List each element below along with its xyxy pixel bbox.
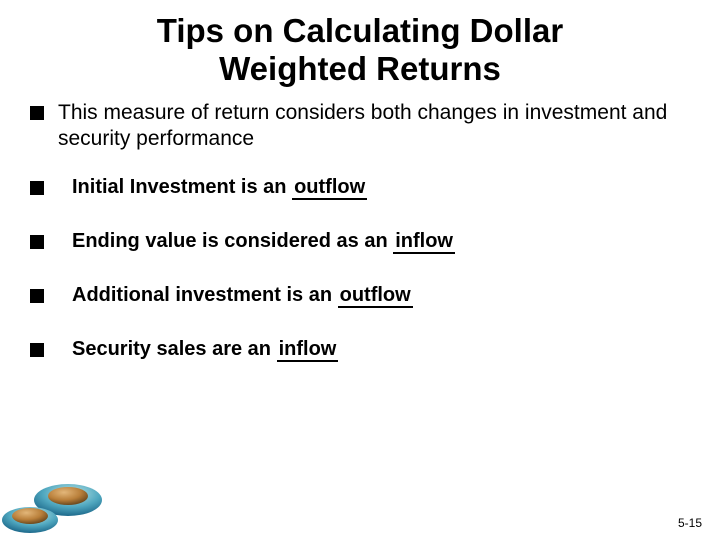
list-item: Security sales are an inflow — [30, 338, 690, 362]
slide: Tips on Calculating Dollar Weighted Retu… — [0, 0, 720, 540]
bullet-prefix: Additional investment is an — [72, 284, 338, 306]
list-item: Ending value is considered as an inflow — [30, 230, 690, 254]
slide-title: Tips on Calculating Dollar Weighted Retu… — [0, 0, 720, 94]
bullet-text: Additional investment is an outflow — [72, 284, 413, 308]
list-item: Additional investment is an outflow — [30, 284, 690, 308]
bullet-list: Initial Investment is an outflow Ending … — [30, 176, 690, 362]
square-bullet-icon — [30, 289, 44, 303]
bullet-prefix: Initial Investment is an — [72, 176, 292, 198]
square-bullet-icon — [30, 106, 44, 120]
intro-bullet: This measure of return considers both ch… — [30, 100, 690, 153]
square-bullet-icon — [30, 181, 44, 195]
list-item: Initial Investment is an outflow — [30, 176, 690, 200]
decorative-stones-icon — [0, 476, 110, 534]
bullet-text: Security sales are an inflow — [72, 338, 338, 362]
bullet-blank-word: outflow — [292, 177, 367, 200]
bullet-prefix: Ending value is considered as an — [72, 230, 393, 252]
bullet-text: Ending value is considered as an inflow — [72, 230, 455, 254]
page-number: 5-15 — [678, 516, 702, 530]
bullet-blank-word: outflow — [338, 285, 413, 308]
bullet-prefix: Security sales are an — [72, 338, 277, 360]
bullet-blank-word: inflow — [393, 231, 455, 254]
title-line-2: Weighted Returns — [219, 50, 501, 87]
bullet-text: Initial Investment is an outflow — [72, 176, 367, 200]
bullet-blank-word: inflow — [277, 339, 339, 362]
title-line-1: Tips on Calculating Dollar — [157, 12, 563, 49]
square-bullet-icon — [30, 235, 44, 249]
square-bullet-icon — [30, 343, 44, 357]
slide-body: This measure of return considers both ch… — [0, 94, 720, 363]
intro-text: This measure of return considers both ch… — [58, 100, 690, 153]
